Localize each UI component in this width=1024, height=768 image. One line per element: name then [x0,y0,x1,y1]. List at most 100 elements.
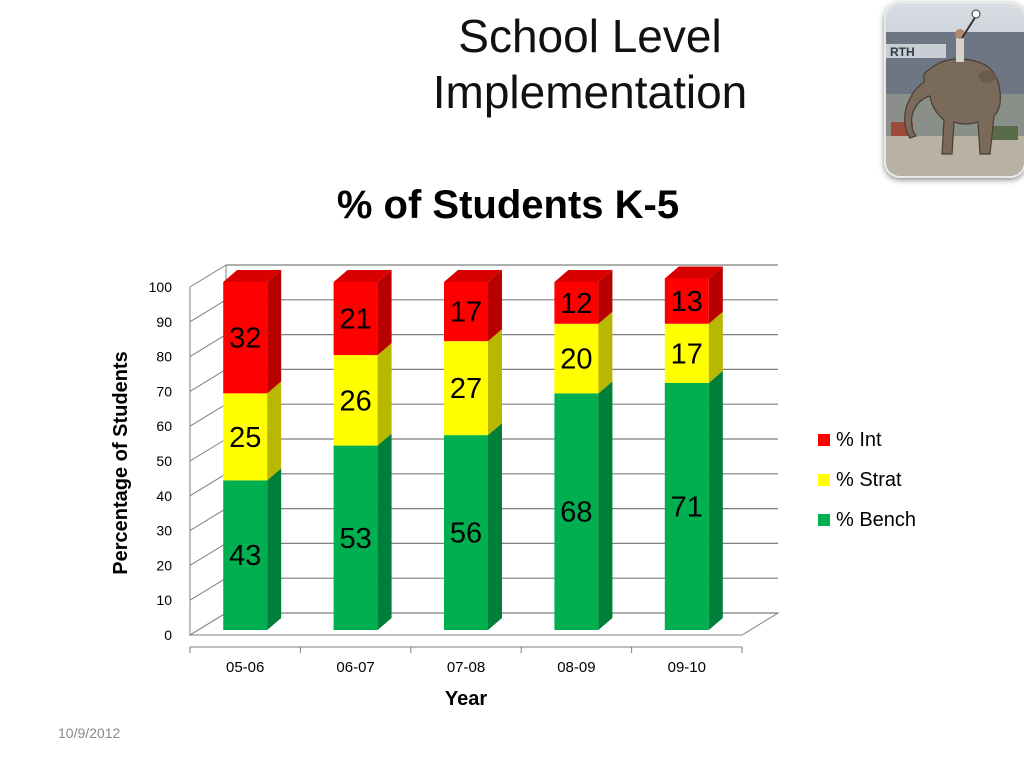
bar-face [333,282,378,356]
bar-side [488,329,502,436]
data-label: 12 [560,288,592,320]
gridline-side [189,334,227,358]
x-tick-label: 05-06 [226,659,264,676]
bar-top [223,270,282,282]
gridline-side [189,508,227,532]
bar-side [708,370,723,630]
bar-side [267,381,282,481]
bar-segment [223,468,282,630]
bar-top [444,270,502,282]
bar-side [488,423,502,630]
bar-segment [554,381,613,630]
y-tick-label: 30 [156,523,172,539]
gridline-side [189,577,227,601]
bar-segment [333,270,392,356]
bar-top [333,270,392,282]
y-axis-label: Percentage of Students [110,351,132,574]
bar-face [664,323,709,383]
gridline-side [189,264,227,288]
gridline-side [189,403,227,427]
slide-title: School Level Implementation [330,8,850,120]
bar-side [598,311,613,394]
bar-face [554,323,599,394]
bar-face [223,393,268,481]
data-label: 56 [450,518,482,550]
data-label: 20 [560,344,592,376]
y-tick-label: 60 [156,418,172,434]
bar-segment [664,266,723,324]
chart-floor [188,612,780,636]
data-label: 25 [229,422,261,454]
bar-segment [444,423,502,630]
legend-label: % Strat [836,469,902,491]
data-label: 27 [450,373,482,405]
bar-segment [444,270,502,342]
bar-segment [333,343,392,446]
bar-segment [554,270,613,324]
bar-side [377,343,392,446]
bar-segment [664,370,723,630]
gridline-side [189,542,227,566]
slide-title-line1: School Level [458,10,722,62]
x-tick-label: 09-10 [668,659,706,676]
y-tick-label: 0 [164,627,172,643]
bar-face [223,480,268,630]
y-tick-label: 50 [156,453,172,469]
legend-swatch [818,434,830,446]
chart-title: % of Students K-5 [337,183,679,227]
bar-segment [444,329,502,436]
elephant-circus-photo-icon: RTH [886,4,1024,176]
legend-label: % Bench [836,509,916,531]
svg-text:RTH: RTH [890,45,915,59]
gridline-side [189,438,227,462]
bar-side [708,266,723,324]
bar-side [488,270,502,342]
slide-title-line2: Implementation [432,66,748,118]
bar-face [554,282,599,324]
x-tick-label: 08-09 [557,659,595,676]
bar-side [377,270,392,356]
bar-segment [223,381,282,481]
y-tick-label: 80 [156,349,172,365]
data-label: 17 [671,338,703,370]
bar-side [598,381,613,630]
elephant-photo: RTH [884,2,1024,178]
gridline-side [189,368,227,392]
data-label: 68 [560,497,592,529]
bar-face [444,282,488,342]
bar-face [333,445,378,630]
data-label: 21 [339,304,371,336]
bar-face [223,282,268,394]
y-tick-label: 90 [156,314,172,330]
y-tick-label: 20 [156,557,172,573]
bar-face [554,393,599,630]
x-axis-label: Year [445,688,487,710]
y-tick-label: 70 [156,383,172,399]
chart-bars [223,266,723,630]
x-tick-label: 07-08 [447,659,485,676]
bar-side [708,311,723,383]
bar-side [267,270,282,394]
bar-segment [554,311,613,394]
bar-face [444,435,488,630]
bar-top [664,266,723,279]
data-label: 13 [671,286,703,318]
bar-side [377,433,392,630]
y-tick-label: 40 [156,488,172,504]
chart-legend: % Int % Strat % Bench [818,429,916,531]
x-tick-label: 06-07 [336,659,374,676]
gridline-side [189,299,227,323]
chart-data-labels: 43 25 32 53 26 21 56 27 17 68 20 12 71 17 13 [229,286,703,572]
legend-swatch [818,474,830,486]
y-tick-label: 100 [149,279,173,295]
bar-face [664,278,709,324]
legend-swatch [818,514,830,526]
data-label: 17 [450,297,482,329]
bar-face [333,355,378,446]
bar-segment [223,270,282,394]
bar-segment [664,311,723,383]
legend-label: % Int [836,429,882,451]
data-label: 53 [339,523,371,555]
bar-segment [333,433,392,630]
